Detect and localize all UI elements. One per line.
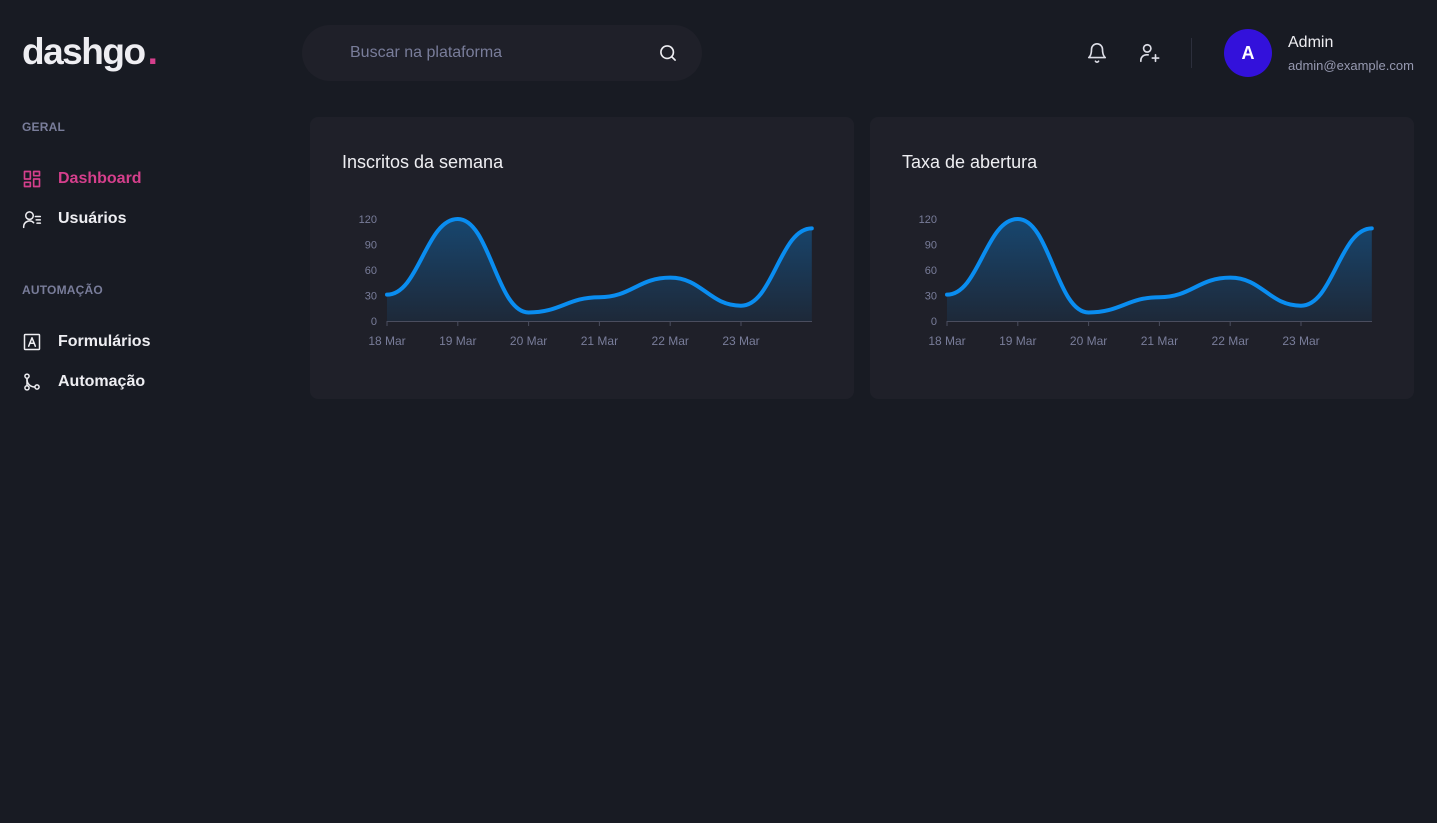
search-icon[interactable] [658,43,678,63]
search-input[interactable] [350,44,658,62]
x-tick-label: 20 Mar [1070,334,1107,348]
y-tick-label: 90 [925,240,937,252]
y-tick-label: 0 [931,316,937,328]
sidebar-item-automacao[interactable]: Automação [22,370,145,394]
logo-dot: . [147,31,158,72]
chart-title: Inscritos da semana [342,152,504,172]
y-tick-label: 120 [359,214,377,226]
x-tick-label: 19 Mar [439,334,476,348]
y-tick-label: 60 [925,265,937,277]
x-tick-label: 18 Mar [368,334,405,348]
users-icon [22,209,42,229]
x-tick-label: 23 Mar [1282,334,1319,348]
y-tick-label: 90 [365,240,377,252]
sidebar-item-formularios[interactable]: Formulários [22,330,150,354]
app-logo[interactable]: dashgo. [22,30,158,74]
chart-card-taxa-abertura: Taxa de abertura 0 30 60 90 120 18 Mar 19 Mar 2… [870,117,1414,399]
form-icon [22,332,42,352]
sidebar-item-usuarios[interactable]: Usuários [22,207,126,231]
series-area [947,219,1372,321]
bell-icon[interactable] [1086,42,1108,64]
chart-card-inscritos: Inscritos da semana 0 30 60 90 120 18 Mar 19 M… [310,117,854,399]
avatar[interactable]: A [1224,29,1272,77]
chart-taxa-abertura: 0 30 60 90 120 18 Mar 19 Mar 20 Mar 21 Mar 22 Mar… [919,214,1374,348]
dashboard-icon [22,169,42,189]
sidebar-item-label: Dashboard [58,170,142,187]
x-tick-label: 19 Mar [999,334,1036,348]
user-plus-icon[interactable] [1139,42,1161,64]
x-tick-label: 22 Mar [652,334,689,348]
x-tick-label: 21 Mar [1141,334,1178,348]
git-merge-icon [22,372,42,392]
series-area [387,219,812,321]
x-tick-label: 20 Mar [510,334,547,348]
user-name: Admin [1288,34,1334,51]
y-tick-label: 30 [925,291,937,303]
logo-text: dashgo [22,31,146,72]
header-divider [1191,38,1192,68]
x-tick-label: 18 Mar [928,334,965,348]
y-tick-label: 0 [371,316,377,328]
x-tick-label: 22 Mar [1212,334,1249,348]
y-tick-label: 120 [919,214,937,226]
search-bar[interactable] [302,25,702,81]
sidebar-item-dashboard[interactable]: Dashboard [22,167,142,191]
sidebar-item-label: Formulários [58,333,151,350]
x-tick-label: 23 Mar [722,334,759,348]
y-tick-label: 30 [365,291,377,303]
series-line [385,216,814,315]
avatar-initial: A [1241,42,1255,63]
sidebar-section-geral: GERAL [22,120,65,134]
sidebar-item-label: Automação [58,373,146,390]
sidebar-section-automacao: AUTOMAÇÃO [22,283,103,297]
chart-title: Taxa de abertura [902,152,1038,172]
user-email: admin@example.com [1288,58,1414,73]
series-line [945,216,1374,315]
sidebar-item-label: Usuários [58,210,127,227]
chart-inscritos: 0 30 60 90 120 18 Mar 19 Mar 20 Mar 21 Mar 22 Mar… [359,214,814,348]
x-tick-label: 21 Mar [581,334,618,348]
y-tick-label: 60 [365,265,377,277]
